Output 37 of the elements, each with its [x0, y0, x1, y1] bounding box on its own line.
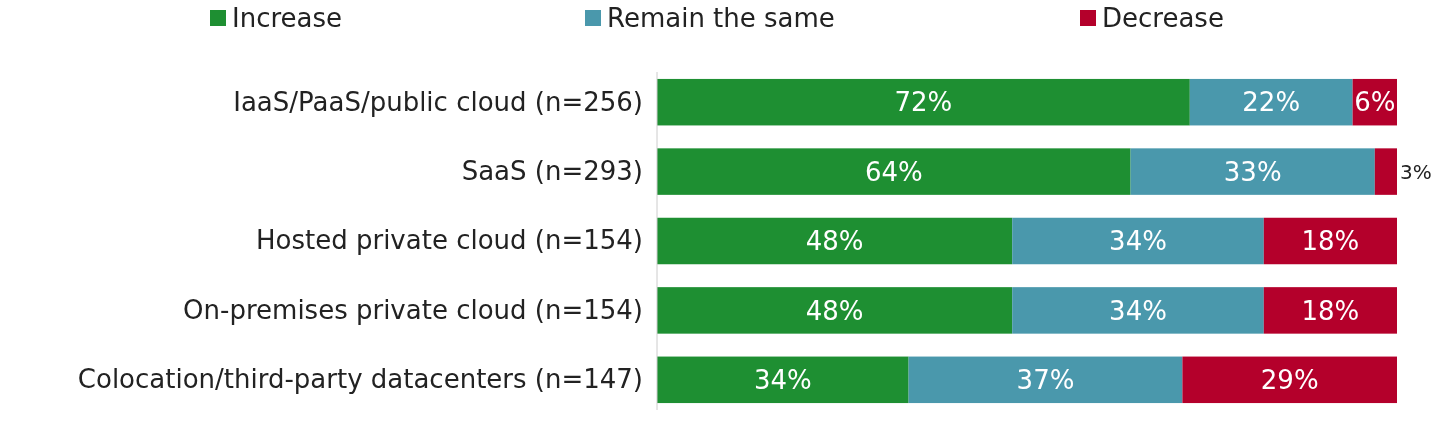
y-tick-label: Colocation/third-party datacenters (n=147): [77, 364, 643, 395]
bar: [1012, 217, 1264, 265]
bar: [1263, 287, 1397, 334]
y-tick-label: IaaS/PaaS/public cloud (n=256): [233, 86, 643, 117]
data-label: 6%: [1354, 87, 1396, 118]
bar: [657, 217, 1013, 265]
bar: [657, 356, 909, 404]
y-tick-label: SaaS (n=293): [461, 155, 643, 186]
bar: [1012, 287, 1264, 334]
data-label: 64%: [864, 156, 923, 187]
data-label: 18%: [1301, 295, 1360, 326]
y-tick-label: On-premises private cloud (n=154): [183, 294, 643, 325]
data-label: 34%: [753, 364, 812, 395]
bar: [1374, 148, 1397, 195]
bar: [657, 78, 1190, 126]
data-label: 3%: [1400, 159, 1432, 184]
data-label: 48%: [805, 295, 864, 326]
data-label: 18%: [1301, 226, 1360, 257]
bar: [657, 148, 1131, 195]
data-label: 29%: [1260, 364, 1319, 395]
data-label: 34%: [1109, 226, 1167, 257]
data-label: 72%: [894, 87, 953, 118]
legend-label: Increase: [232, 3, 343, 34]
bar: [1182, 356, 1397, 404]
bar: [908, 356, 1183, 404]
legend-label: Remain the same: [607, 3, 835, 34]
y-tick-label: Hosted private cloud (n=154): [255, 225, 643, 256]
bar: [1130, 148, 1375, 195]
data-label: 34%: [1109, 295, 1167, 326]
data-label: 37%: [1016, 364, 1075, 395]
legend-label: Decrease: [1102, 3, 1224, 34]
data-label: 48%: [805, 226, 864, 257]
data-label: 22%: [1242, 87, 1301, 118]
data-label: 33%: [1223, 156, 1282, 187]
bar: [1263, 217, 1397, 265]
bar: [1189, 78, 1353, 126]
bar: [657, 287, 1013, 334]
